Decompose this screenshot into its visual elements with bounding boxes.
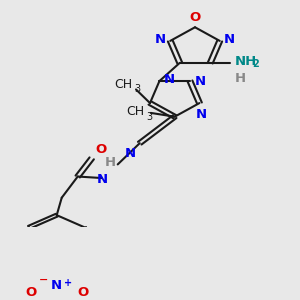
Text: H: H bbox=[235, 72, 246, 85]
Text: O: O bbox=[189, 11, 201, 24]
Text: N: N bbox=[97, 173, 108, 187]
Text: +: + bbox=[64, 278, 72, 288]
Text: H: H bbox=[105, 156, 116, 170]
Text: N: N bbox=[224, 33, 235, 46]
Text: CH: CH bbox=[114, 78, 132, 92]
Text: N: N bbox=[195, 75, 206, 88]
Text: −: − bbox=[39, 275, 48, 285]
Text: N: N bbox=[164, 73, 175, 86]
Text: O: O bbox=[25, 286, 36, 299]
Text: N: N bbox=[51, 279, 62, 292]
Text: 3: 3 bbox=[134, 84, 140, 94]
Text: NH: NH bbox=[234, 55, 256, 68]
Text: N: N bbox=[124, 147, 136, 160]
Text: N: N bbox=[155, 33, 166, 46]
Text: 2: 2 bbox=[252, 59, 259, 69]
Text: CH: CH bbox=[127, 105, 145, 118]
Text: N: N bbox=[196, 108, 207, 121]
Text: 3: 3 bbox=[147, 112, 153, 122]
Text: O: O bbox=[96, 143, 107, 156]
Text: O: O bbox=[77, 286, 88, 299]
